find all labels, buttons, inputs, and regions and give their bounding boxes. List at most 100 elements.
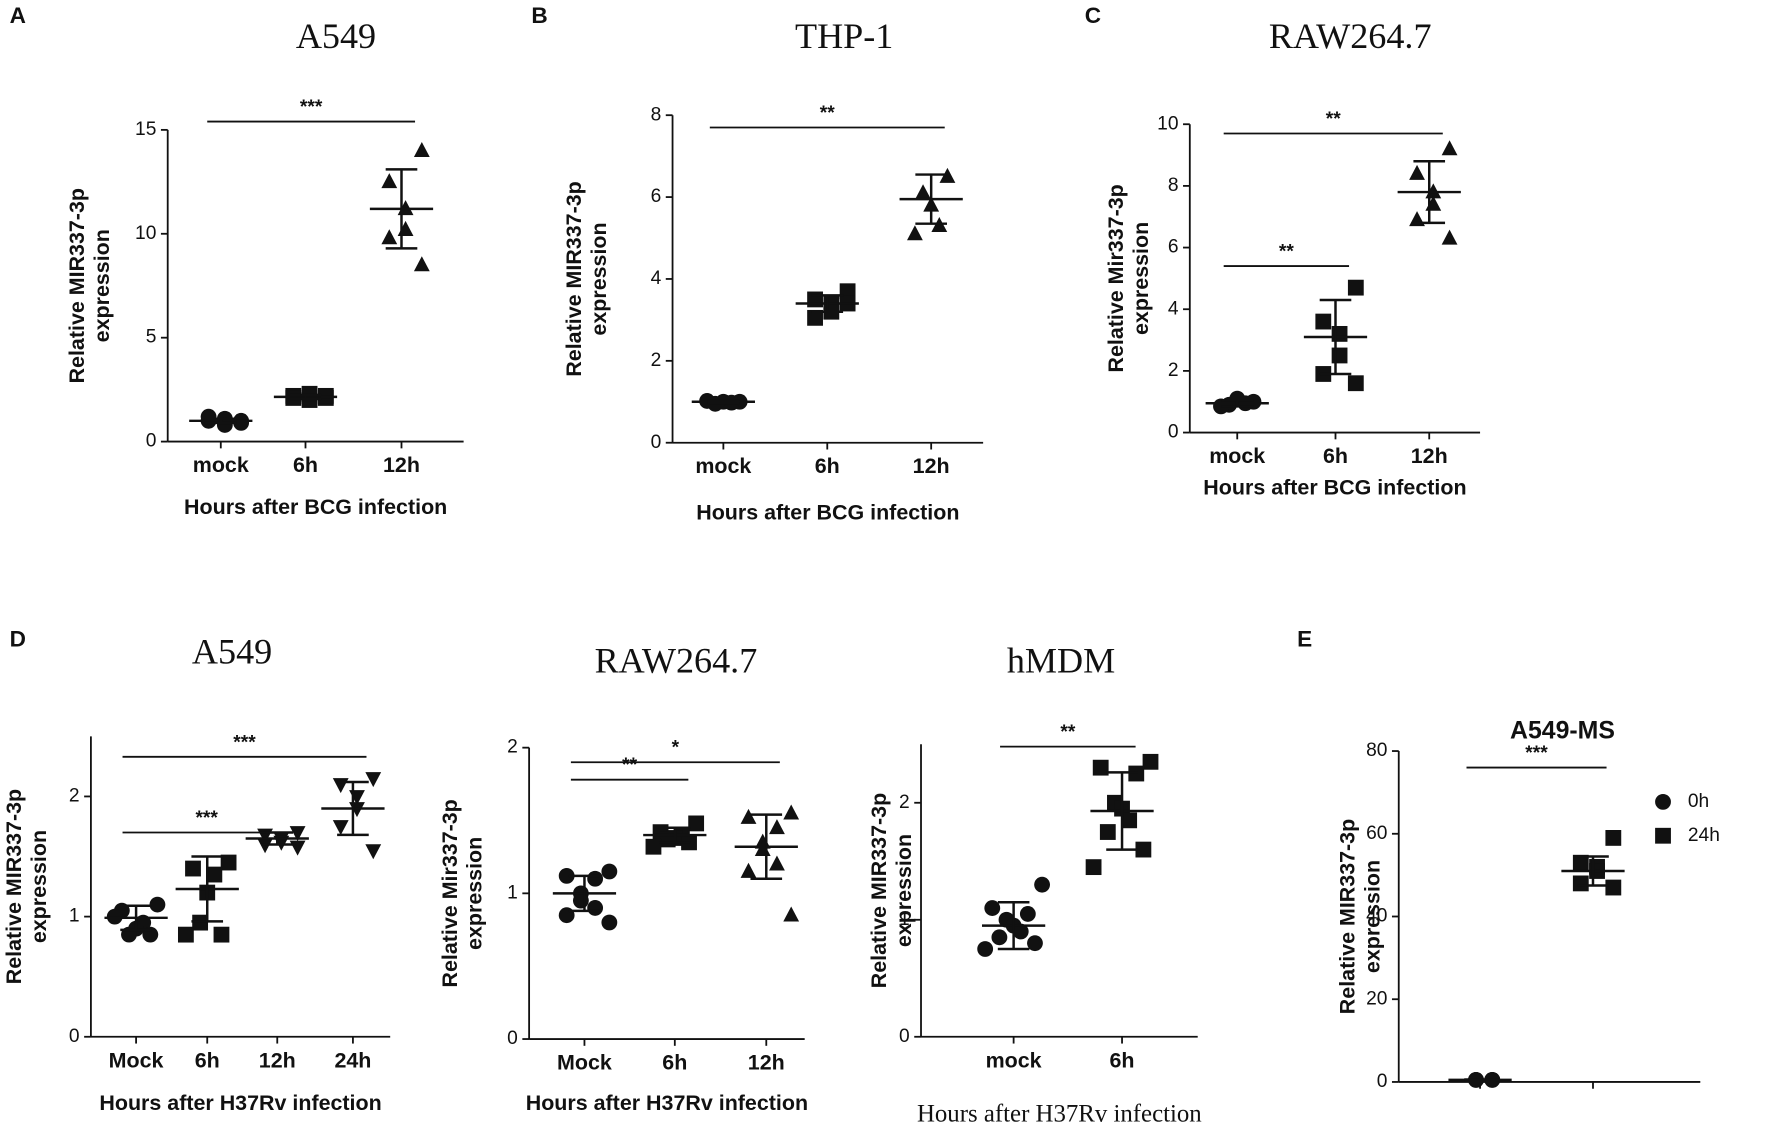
point	[839, 283, 856, 300]
y-tick-label: 2	[507, 737, 518, 758]
x-tick-label: 6h	[815, 454, 840, 478]
point	[1085, 859, 1102, 876]
y-axis-label: Relative MIR337-3p	[1336, 819, 1360, 1014]
y-tick-label: 8	[1168, 175, 1179, 196]
chart-title: A549-MS	[1510, 717, 1615, 744]
point	[740, 862, 757, 878]
point	[1034, 876, 1050, 893]
point	[558, 867, 575, 884]
x-axis-label: Hours after BCG infection	[184, 495, 447, 519]
significance-label: ***	[1525, 743, 1548, 764]
x-axis-label: Hours after BCG infection	[696, 501, 959, 525]
x-tick-label: 6h	[662, 1051, 687, 1075]
panel-label: C	[1085, 3, 1101, 28]
panel-label: B	[531, 3, 547, 28]
x-tick-label: 12h	[748, 1051, 785, 1075]
point	[1142, 753, 1159, 770]
y-tick-label: 40	[1366, 906, 1387, 927]
panel-label: A	[10, 3, 26, 28]
y-tick-label: 0	[1168, 422, 1179, 443]
point	[915, 184, 931, 200]
point	[1121, 812, 1138, 829]
point	[413, 141, 430, 157]
y-tick-label: 5	[146, 327, 157, 348]
x-tick-label: Mock	[109, 1048, 164, 1072]
sd-bar	[1106, 771, 1138, 851]
chart-title: RAW264.7	[1269, 16, 1432, 56]
significance-label: **	[1060, 722, 1075, 743]
y-tick-label: 0	[146, 431, 157, 452]
point	[991, 929, 1008, 946]
x-tick-label: mock	[1209, 444, 1265, 468]
y-axis-label: expression	[587, 222, 611, 335]
sd-bar	[658, 826, 691, 844]
y-tick-label: 0	[651, 432, 662, 453]
point	[1331, 325, 1348, 342]
point	[587, 900, 604, 916]
point	[807, 291, 823, 308]
y-tick-label: 10	[135, 223, 156, 244]
point	[1572, 875, 1589, 892]
y-tick-label: 6	[1168, 237, 1179, 258]
x-tick-label: mock	[695, 454, 751, 478]
point	[1409, 164, 1425, 180]
y-axis-label: Relative Mir337-3p	[438, 799, 462, 987]
panel-label: E	[1297, 626, 1312, 651]
point	[688, 815, 705, 832]
point	[1347, 375, 1364, 392]
sd-bar	[204, 417, 237, 425]
point	[807, 309, 823, 326]
y-tick-label: 0	[69, 1026, 80, 1047]
point	[332, 778, 349, 794]
x-tick-label: 6h	[195, 1048, 220, 1072]
chart-title: RAW264.7	[595, 640, 758, 680]
chart-title: A549	[296, 16, 376, 56]
point	[1012, 923, 1029, 940]
point	[1605, 830, 1622, 846]
y-tick-label: 0	[507, 1028, 518, 1049]
point	[1441, 229, 1458, 245]
point	[769, 819, 785, 835]
point	[1347, 279, 1364, 296]
x-tick-label: 24h	[334, 1048, 371, 1072]
significance-label: *	[672, 738, 680, 759]
point	[397, 220, 414, 236]
x-tick-label: 6h	[1110, 1048, 1135, 1072]
point	[1331, 347, 1348, 364]
y-tick-label: 1	[899, 909, 910, 930]
point	[332, 820, 349, 836]
point	[365, 844, 382, 860]
sd-bar	[750, 813, 783, 881]
point	[740, 808, 757, 824]
sd-bar	[1319, 298, 1352, 376]
point	[177, 926, 194, 943]
x-tick-label: 6h	[293, 453, 318, 477]
point	[769, 855, 785, 871]
point	[1135, 841, 1152, 858]
sd-bar	[568, 874, 601, 913]
point	[939, 167, 956, 183]
point	[783, 906, 800, 922]
y-tick-label: 80	[1366, 740, 1387, 761]
y-tick-label: 2	[1168, 360, 1179, 381]
point	[1572, 854, 1589, 871]
sd-bar	[707, 399, 740, 405]
sd-bar	[337, 780, 369, 837]
x-tick-label: mock	[986, 1048, 1042, 1072]
y-tick-label: 1	[507, 882, 518, 903]
y-tick-label: 15	[135, 119, 156, 140]
sd-bar	[1577, 855, 1609, 887]
point	[984, 900, 1001, 916]
y-tick-label: 4	[1168, 298, 1179, 319]
y-axis-label: expression	[1129, 222, 1153, 335]
point	[783, 804, 800, 820]
y-tick-label: 2	[899, 792, 910, 813]
sd-bar	[385, 168, 418, 250]
y-axis-label: Relative MIR337-3p	[2, 789, 26, 984]
point	[185, 860, 201, 877]
sd-bar	[997, 900, 1030, 951]
point	[977, 941, 994, 957]
point	[601, 914, 618, 931]
x-tick-label: 12h	[1411, 444, 1448, 468]
